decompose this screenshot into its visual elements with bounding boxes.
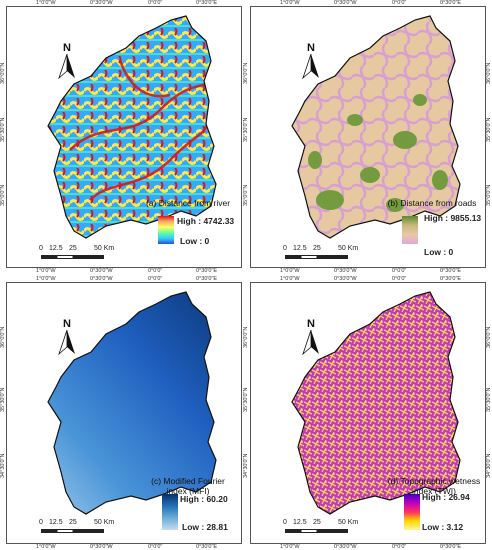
legend-high-c: High : 60.20 [180, 494, 228, 504]
legend-high-d: High : 26.94 [422, 492, 470, 502]
north-arrow-icon [58, 53, 75, 80]
map-c [47, 291, 217, 515]
legend-high-b: High : 9855.13 [424, 213, 482, 223]
legend-low-d: Low : 3.12 [422, 522, 464, 532]
north-arrow-b: N [302, 42, 320, 85]
map-d [291, 291, 461, 515]
legend-ramp-d [404, 494, 420, 530]
legend-low-c: Low : 28.81 [182, 522, 228, 532]
caption-b: (b) Distance from roads [387, 198, 477, 208]
legend-ramp-b [402, 216, 418, 244]
legend-low-b: Low : 0 [424, 247, 454, 257]
north-arrow-icon [302, 329, 319, 356]
caption-d: (d) Topographic wetness index (TWI) [387, 476, 481, 496]
map-a [47, 15, 217, 239]
north-arrow-a: N [58, 42, 76, 85]
legend-ramp-a [158, 216, 174, 244]
legend-high-a: High : 4742.33 [177, 216, 235, 226]
north-arrow-icon [302, 53, 319, 80]
caption-a: (a) Distance from river [145, 198, 231, 208]
legend-ramp-c [162, 494, 178, 530]
caption-c: (c) Modified Fourier index (MFI) [151, 476, 225, 496]
legend-low-a: Low : 0 [180, 236, 210, 246]
north-arrow-d: N [302, 318, 320, 361]
north-arrow-icon [58, 329, 75, 356]
map-b [291, 15, 461, 239]
north-arrow-c: N [58, 318, 76, 361]
